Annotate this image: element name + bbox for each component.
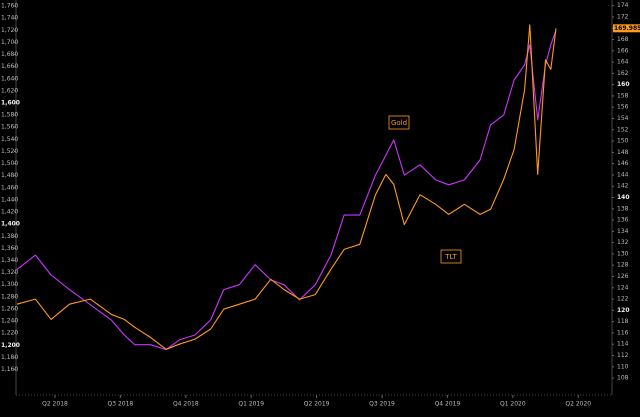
y-tick-label: 1,740 xyxy=(1,15,18,22)
y2-tick-label: 142 xyxy=(617,183,629,190)
y2-tick-label: 120 xyxy=(617,307,630,314)
y-tick-label: 1,360 xyxy=(1,245,18,252)
y-tick-label: 1,240 xyxy=(1,318,18,325)
annotation-box xyxy=(388,115,410,130)
y2-tick-label: 132 xyxy=(617,239,629,246)
y2-tick-label: 126 xyxy=(617,273,629,280)
y2-tick-label: 158 xyxy=(617,92,629,99)
y-tick-label: 1,340 xyxy=(1,257,18,264)
y2-tick-label: 138 xyxy=(617,205,629,212)
y2-tick-label: 112 xyxy=(617,352,629,359)
y2-tick-label: 148 xyxy=(617,149,629,156)
y-tick-label: 1,300 xyxy=(1,281,18,288)
annotation: TLT xyxy=(444,253,457,261)
x-tick-label: Q2 2018 xyxy=(42,401,68,408)
y2-tick-label: 114 xyxy=(617,341,629,348)
last-value-box xyxy=(613,24,640,33)
y-tick-label: 1,220 xyxy=(1,330,18,337)
y-tick-label: 1,180 xyxy=(1,354,18,361)
y2-tick-label: 160 xyxy=(617,81,630,88)
y-tick-label: 1,200 xyxy=(1,342,20,349)
y2-tick-label: 166 xyxy=(617,47,629,54)
y-tick-label: 1,700 xyxy=(1,39,18,46)
x-tick-label: Q1 2020 xyxy=(500,401,526,408)
y2-tick-label: 164 xyxy=(617,59,629,66)
series-line xyxy=(16,30,557,351)
y-tick-label: 1,500 xyxy=(1,160,18,167)
y-tick-label: 1,540 xyxy=(1,136,18,143)
y-tick-label: 1,580 xyxy=(1,112,18,119)
y-tick-label: 1,380 xyxy=(1,233,18,240)
x-tick-label: Q2 2019 xyxy=(304,401,330,408)
y2-tick-label: 110 xyxy=(617,363,629,370)
y-tick-label: 1,520 xyxy=(1,148,18,155)
y-tick-label: 1,420 xyxy=(1,209,18,216)
y2-tick-label: 174 xyxy=(617,2,629,9)
y-tick-label: 1,600 xyxy=(1,99,20,106)
y-tick-label: 1,320 xyxy=(1,269,18,276)
annotation-box xyxy=(440,249,462,264)
y2-tick-label: 130 xyxy=(617,250,629,257)
series-line xyxy=(16,24,557,350)
y2-tick-label: 124 xyxy=(617,284,629,291)
x-tick-label: Q3 2018 xyxy=(108,401,134,408)
y2-tick-label: 128 xyxy=(617,262,629,269)
y2-tick-label: 156 xyxy=(617,104,629,111)
y-tick-label: 1,460 xyxy=(1,184,18,191)
y2-tick-label: 140 xyxy=(617,194,630,201)
y-tick-label: 1,560 xyxy=(1,124,18,131)
y2-tick-label: 162 xyxy=(617,70,629,77)
last-value-label: 169.9850 xyxy=(614,25,640,32)
x-tick-label: Q3 2019 xyxy=(369,401,395,408)
y2-tick-label: 136 xyxy=(617,217,629,224)
x-tick-label: Q4 2018 xyxy=(173,401,199,408)
annotation: Gold xyxy=(391,119,407,127)
x-tick-label: Q2 2020 xyxy=(565,401,591,408)
y2-tick-label: 118 xyxy=(617,318,629,325)
y-tick-label: 1,480 xyxy=(1,172,18,179)
y2-tick-label: 152 xyxy=(617,126,629,133)
y2-tick-label: 122 xyxy=(617,296,629,303)
y2-tick-label: 144 xyxy=(617,171,629,178)
y-tick-label: 1,680 xyxy=(1,51,18,58)
y-tick-label: 1,620 xyxy=(1,87,18,94)
y-tick-label: 1,640 xyxy=(1,75,18,82)
y2-tick-label: 150 xyxy=(617,138,629,145)
y2-tick-label: 146 xyxy=(617,160,629,167)
y2-tick-label: 134 xyxy=(617,228,629,235)
y2-tick-label: 154 xyxy=(617,115,629,122)
y-tick-label: 1,760 xyxy=(1,3,18,10)
y-tick-label: 1,160 xyxy=(1,366,18,373)
y-tick-label: 1,440 xyxy=(1,196,18,203)
y2-tick-label: 172 xyxy=(617,13,629,20)
y-tick-label: 1,660 xyxy=(1,63,18,70)
y-tick-label: 1,260 xyxy=(1,305,18,312)
y2-tick-label: 108 xyxy=(617,375,629,382)
y2-tick-label: 116 xyxy=(617,329,629,336)
y-tick-label: 1,720 xyxy=(1,27,18,34)
y2-tick-label: 168 xyxy=(617,36,629,43)
y-tick-label: 1,280 xyxy=(1,293,18,300)
x-tick-label: Q4 2019 xyxy=(435,401,461,408)
x-tick-label: Q1 2019 xyxy=(238,401,264,408)
y-tick-label: 1,400 xyxy=(1,221,20,228)
